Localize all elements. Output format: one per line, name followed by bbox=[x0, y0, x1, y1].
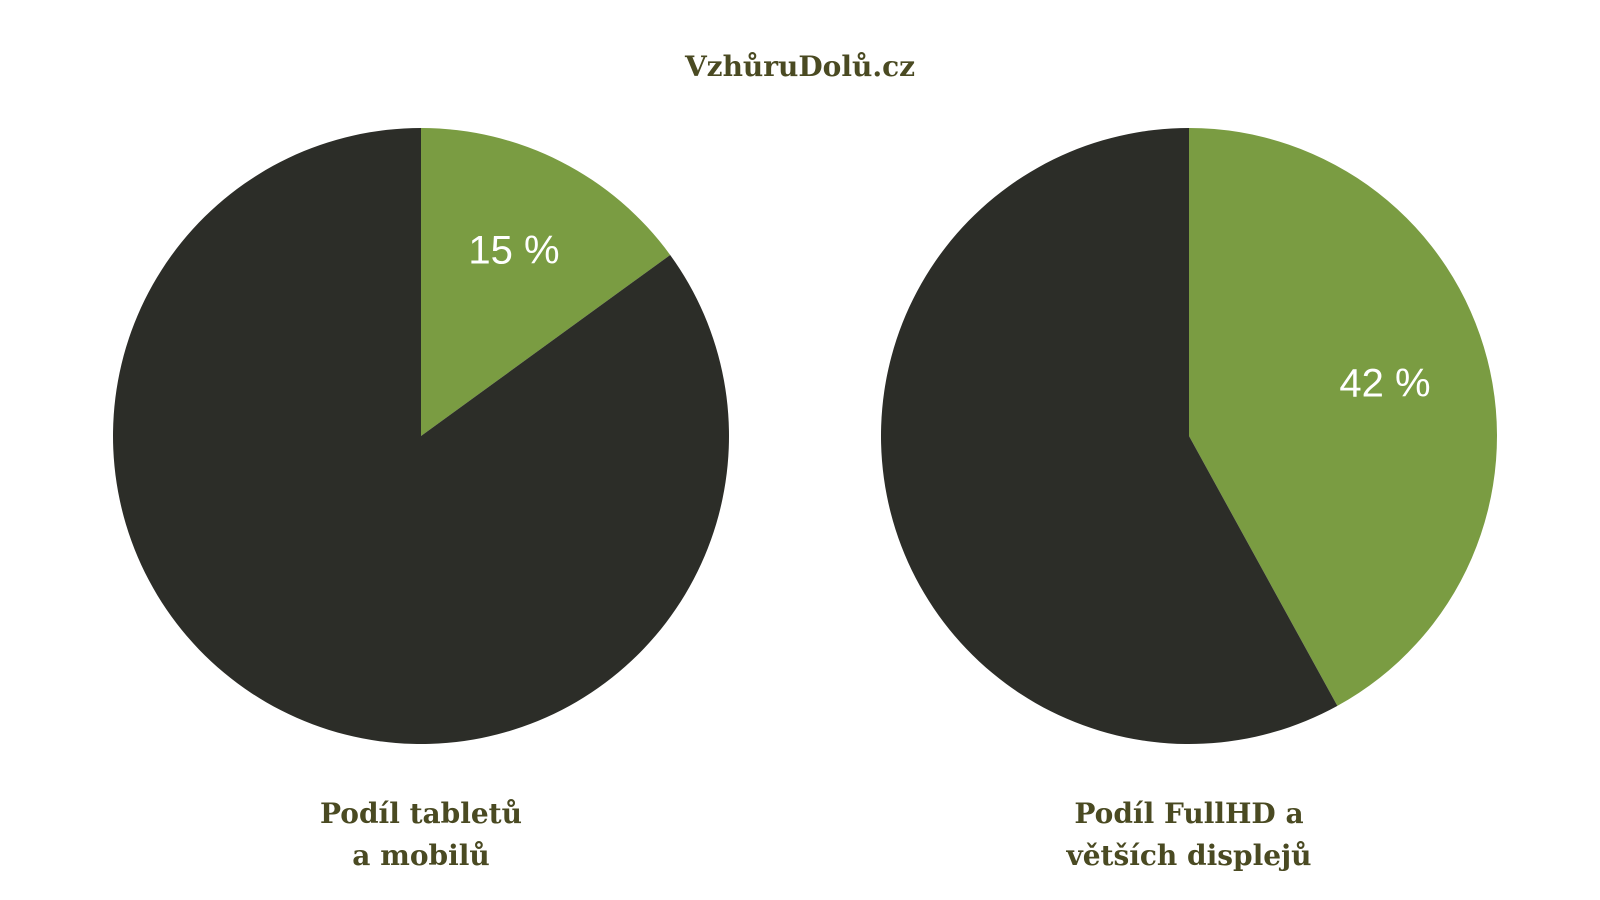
site-title: VzhůruDolů.cz bbox=[684, 50, 916, 83]
pie-chart-title-line: větších displejů bbox=[1066, 839, 1312, 872]
pie-slice-label-0: 15 % bbox=[468, 229, 559, 273]
pie-slice-1-0 bbox=[1189, 128, 1497, 706]
pie-slice-1-1 bbox=[880, 128, 1338, 744]
pie-chart-title-line: Podíl tabletů bbox=[320, 797, 522, 830]
pie-chart-title-fullhd: Podíl FullHD a větších displejů bbox=[979, 793, 1399, 877]
pie-chart-0: 15 % bbox=[113, 127, 730, 744]
pie-chart-1: 42 % bbox=[880, 128, 1497, 744]
pie-slice-0-0 bbox=[421, 128, 671, 436]
pie-chart-title-line: Podíl FullHD a bbox=[1074, 797, 1304, 830]
pie-chart-title-line: a mobilů bbox=[352, 839, 490, 872]
pie-slice-0-1 bbox=[113, 127, 730, 744]
pie-chart-title-tablets: Podíl tabletů a mobilů bbox=[211, 793, 631, 877]
pie-slice-label-1: 42 % bbox=[1339, 362, 1430, 406]
